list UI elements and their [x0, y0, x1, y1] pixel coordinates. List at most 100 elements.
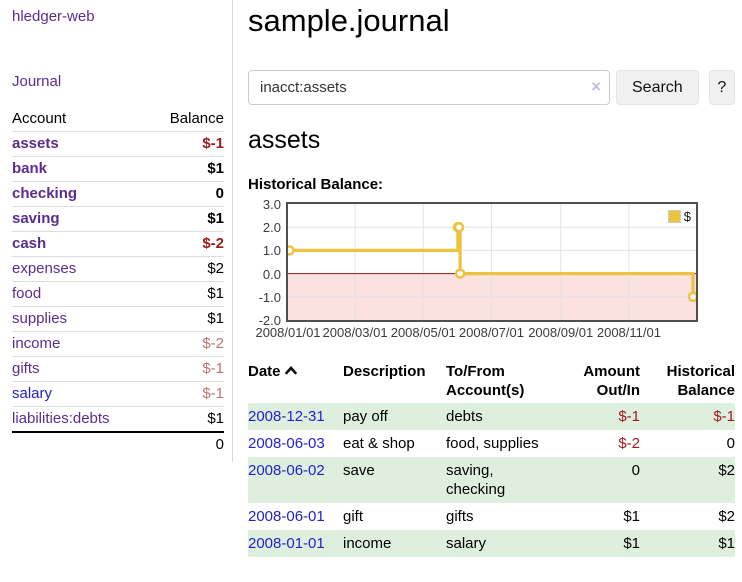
- account-balance: $1: [207, 160, 224, 177]
- y-tick-label: 0.0: [262, 266, 281, 282]
- account-balance: $-1: [202, 385, 224, 402]
- account-link[interactable]: cash: [12, 235, 47, 252]
- account-row: saving $1: [12, 206, 224, 232]
- legend-label: $: [683, 209, 691, 224]
- account-row: expenses $2: [12, 256, 224, 282]
- transaction-description: eat & shop: [343, 435, 415, 452]
- account-balance: $1: [207, 285, 224, 302]
- transaction-date-link[interactable]: 2008-06-01: [248, 508, 325, 525]
- account-row: gifts $-1: [12, 356, 224, 382]
- chart-plot-area: $: [286, 202, 698, 322]
- account-link[interactable]: bank: [12, 160, 48, 177]
- transaction-amount: $-1: [618, 408, 640, 425]
- transaction-balance: 0: [726, 435, 735, 452]
- sidebar-item-journal[interactable]: Journal: [12, 73, 62, 90]
- register-row: 2008-06-01 gift gifts $1 $2: [248, 503, 735, 530]
- transaction-description: pay off: [343, 408, 388, 425]
- accounts-col-balance: Balance: [169, 110, 224, 127]
- y-tick-label: 3.0: [262, 197, 281, 212]
- sidebar: hledger-web Journal Account Balance asse…: [0, 0, 233, 462]
- register-col-description: Description: [343, 363, 426, 380]
- register-header-row: Date Description To/From Account(s) Amou…: [248, 359, 735, 403]
- y-tick-label: 2.0: [262, 220, 281, 236]
- transaction-date-link[interactable]: 2008-06-03: [248, 435, 325, 452]
- search-input[interactable]: [248, 70, 610, 105]
- accounts-table: Account Balance assets $-1 bank $1 checking 0…: [12, 107, 224, 457]
- account-balance: $1: [207, 310, 224, 327]
- x-tick-label: 2008/09/01: [528, 325, 594, 340]
- register-table-body: 2008-12-31 pay off debts $-1 $-1 2008-06-03 ea…: [248, 403, 735, 557]
- register-row: 2008-12-31 pay off debts $-1 $-1: [248, 403, 735, 430]
- register-row: 2008-06-02 save saving, checking 0 $2: [248, 457, 735, 503]
- account-row: assets $-1: [12, 131, 224, 157]
- x-tick-label: 2008/07/01: [458, 325, 524, 340]
- chart-legend: $: [667, 209, 691, 224]
- account-balance: 0: [215, 185, 224, 202]
- register-col-amount: Amount Out/In: [583, 363, 640, 399]
- transaction-description: gift: [343, 508, 364, 525]
- account-balance: $2: [207, 260, 224, 277]
- account-link[interactable]: income: [12, 335, 61, 352]
- x-tick-label: 2008/05/01: [390, 325, 456, 340]
- x-tick-label: 2008/11/01: [596, 325, 661, 340]
- account-link[interactable]: expenses: [12, 260, 77, 277]
- account-link[interactable]: assets: [12, 135, 59, 152]
- transaction-balance: $2: [718, 462, 735, 479]
- search-form: × Search ?: [248, 70, 735, 105]
- clear-search-icon[interactable]: ×: [591, 77, 601, 96]
- search-button[interactable]: Search: [616, 70, 699, 105]
- transaction-balance: $2: [718, 508, 735, 525]
- transaction-amount: $-2: [618, 435, 640, 452]
- account-balance: $-1: [202, 135, 224, 152]
- account-link[interactable]: gifts: [12, 360, 40, 377]
- account-link[interactable]: checking: [12, 185, 78, 202]
- accounts-table-body: assets $-1 bank $1 checking 0 saving $1 cash $-2 e…: [12, 131, 224, 433]
- transaction-amount: $1: [623, 508, 640, 525]
- account-link[interactable]: supplies: [12, 310, 68, 327]
- accounts-total-row: 0: [12, 432, 224, 457]
- account-link[interactable]: salary: [12, 385, 53, 402]
- account-row: income $-2: [12, 331, 224, 357]
- account-link[interactable]: liabilities:debts: [12, 410, 110, 427]
- accounts-total-value: 0: [215, 436, 224, 453]
- transaction-date-link[interactable]: 2008-12-31: [248, 408, 325, 425]
- account-row: liabilities:debts $1: [12, 406, 224, 433]
- register-col-balance: Historical Balance: [666, 363, 735, 399]
- transaction-accounts: salary: [446, 535, 487, 552]
- transaction-date-link[interactable]: 2008-01-01: [248, 535, 325, 552]
- account-row: food $1: [12, 281, 224, 307]
- balance-chart: $ 3.0 2.0 1.0 0.0 -1.0 -2.0 2008/01/01 2008/03…: [248, 197, 700, 344]
- account-balance: $1: [207, 410, 224, 427]
- transaction-description: income: [343, 535, 392, 552]
- transaction-accounts: food, supplies: [446, 435, 539, 452]
- account-balance: $-2: [202, 235, 224, 252]
- y-tick-label: -2.0: [258, 313, 281, 328]
- main-content: sample.journal × Search ? assets Histori…: [248, 0, 735, 557]
- account-row: cash $-2: [12, 231, 224, 257]
- chart-canvas: [288, 204, 696, 320]
- register-col-date[interactable]: Date: [248, 359, 343, 403]
- transaction-accounts: saving, checking: [446, 462, 506, 498]
- transaction-accounts: gifts: [446, 508, 474, 525]
- register-col-accounts: To/From Account(s): [446, 363, 525, 399]
- transaction-description: save: [343, 462, 375, 479]
- account-balance: $-2: [202, 335, 224, 352]
- account-row: checking 0: [12, 181, 224, 207]
- register-table: Date Description To/From Account(s) Amou…: [248, 359, 735, 557]
- transaction-amount: $1: [623, 535, 640, 552]
- account-row: bank $1: [12, 156, 224, 182]
- x-tick-label: 2008/03/01: [322, 325, 388, 340]
- account-balance: $-1: [202, 360, 224, 377]
- transaction-balance: $1: [718, 535, 735, 552]
- transaction-date-link[interactable]: 2008-06-02: [248, 462, 325, 479]
- transaction-accounts: debts: [446, 408, 483, 425]
- legend-swatch-icon: [667, 210, 681, 223]
- register-row: 2008-01-01 income salary $1 $1: [248, 530, 735, 557]
- page-title: sample.journal: [248, 3, 450, 38]
- help-button[interactable]: ?: [708, 70, 735, 105]
- app-brand-link[interactable]: hledger-web: [12, 8, 95, 25]
- sort-asc-icon: [284, 366, 297, 375]
- x-tick-label: 2008/01/01: [255, 325, 321, 340]
- account-link[interactable]: food: [12, 285, 42, 302]
- account-link[interactable]: saving: [12, 210, 60, 227]
